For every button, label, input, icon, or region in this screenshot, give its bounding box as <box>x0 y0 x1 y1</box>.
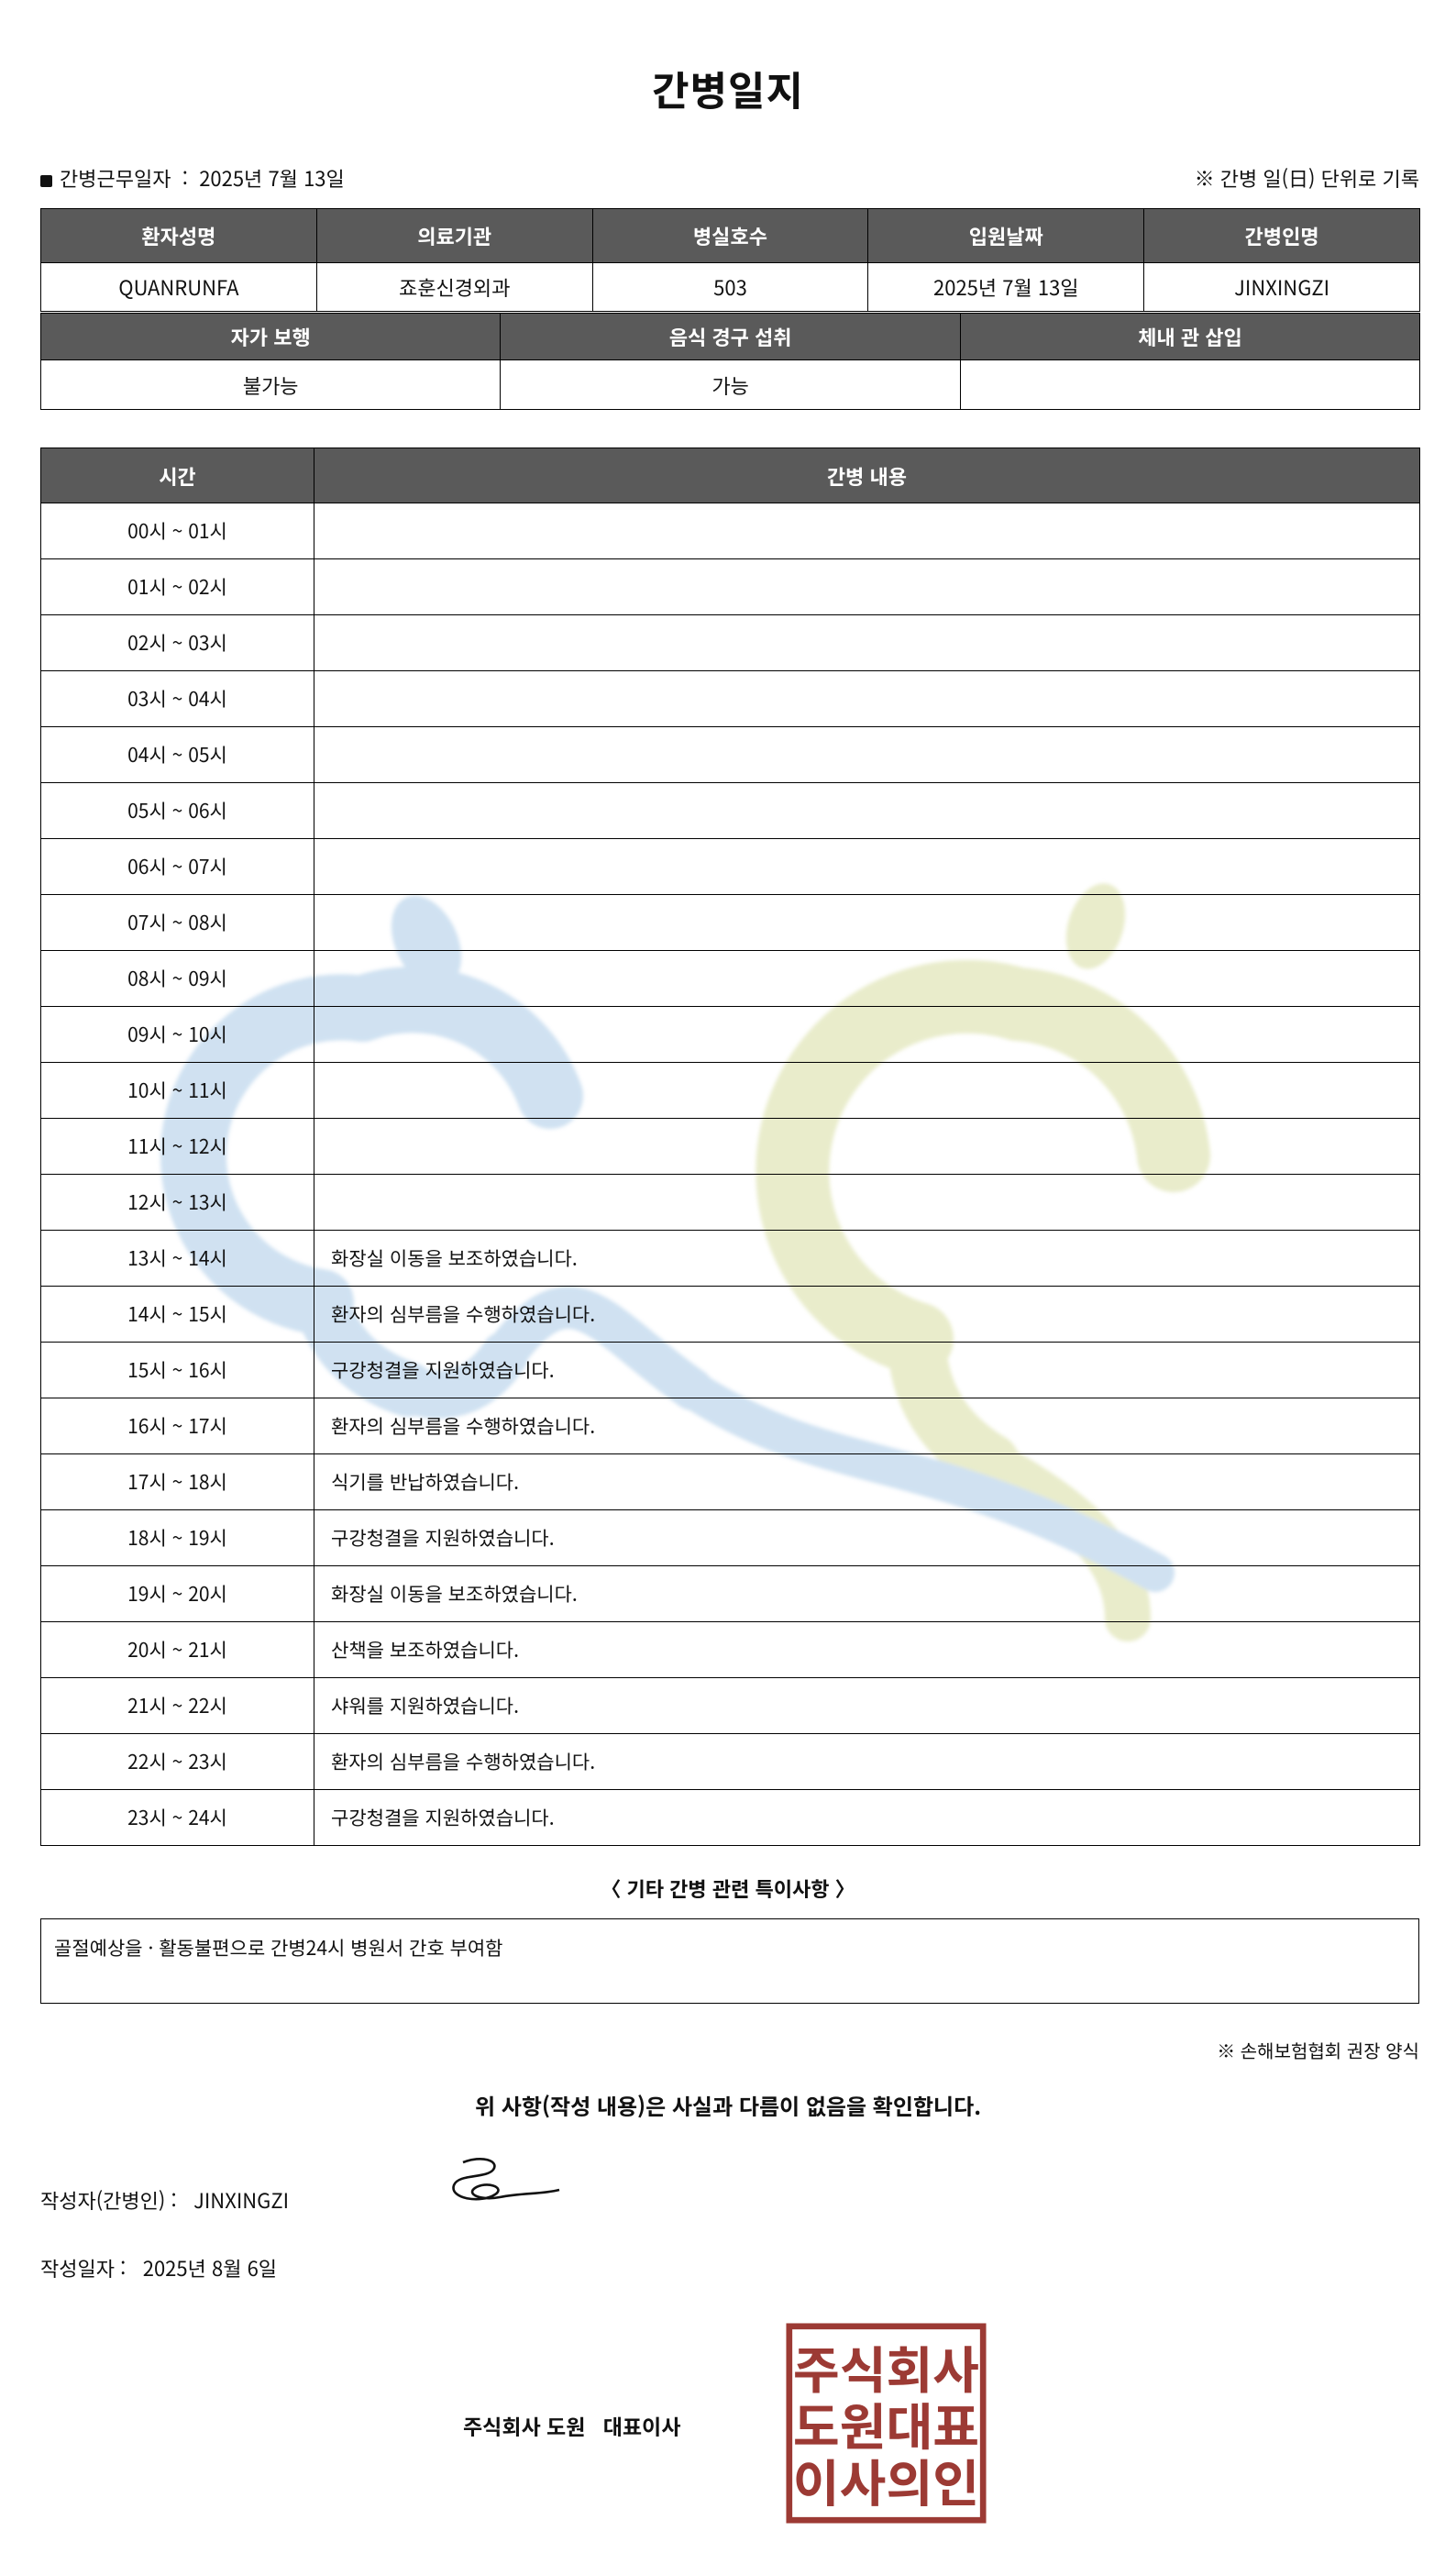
svg-text:이사의인: 이사의인 <box>793 2443 979 2516</box>
